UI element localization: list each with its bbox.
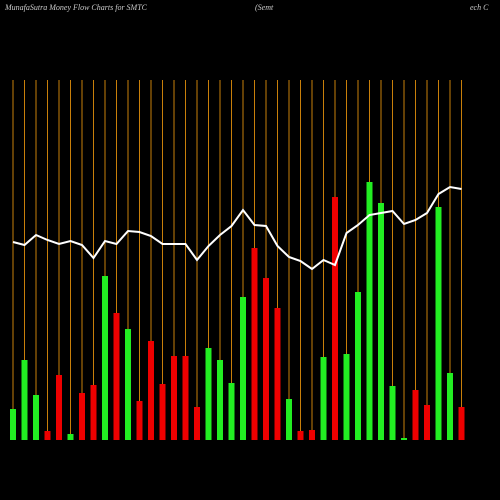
bar xyxy=(44,431,51,440)
bar xyxy=(251,248,258,440)
bar xyxy=(297,431,304,440)
bar xyxy=(217,360,223,440)
bar xyxy=(401,438,407,440)
bar xyxy=(67,434,74,440)
bar xyxy=(21,360,28,440)
bar xyxy=(332,197,338,440)
bar xyxy=(309,430,315,440)
bar xyxy=(378,203,384,440)
chart-title: (Semt xyxy=(255,3,274,12)
bar xyxy=(90,385,97,440)
bar xyxy=(240,297,246,440)
bar xyxy=(205,348,212,440)
bar xyxy=(274,308,281,440)
bar xyxy=(424,405,430,440)
bar xyxy=(435,207,442,440)
bar xyxy=(102,276,108,440)
bar xyxy=(355,292,361,440)
bar xyxy=(171,356,177,440)
bar xyxy=(412,390,419,440)
bar xyxy=(458,407,465,440)
bar xyxy=(159,384,166,440)
bar xyxy=(228,383,235,440)
bar xyxy=(389,386,396,440)
chart-title: MunafaSutra Money Flow Charts for SMTC xyxy=(4,3,148,12)
bar xyxy=(286,399,292,440)
money-flow-line xyxy=(12,185,462,271)
bar xyxy=(10,409,16,440)
bar xyxy=(148,341,154,440)
bar xyxy=(125,329,131,440)
chart-title: ech C xyxy=(470,3,489,12)
bar xyxy=(263,278,269,440)
bar xyxy=(447,373,453,440)
bar xyxy=(113,313,120,440)
bar xyxy=(320,357,327,440)
bar xyxy=(79,393,85,440)
bar xyxy=(194,407,200,440)
bar xyxy=(136,401,143,440)
bar xyxy=(343,354,350,440)
bar xyxy=(182,356,189,440)
bar xyxy=(56,375,62,440)
bar xyxy=(366,182,373,440)
bar xyxy=(33,395,39,440)
